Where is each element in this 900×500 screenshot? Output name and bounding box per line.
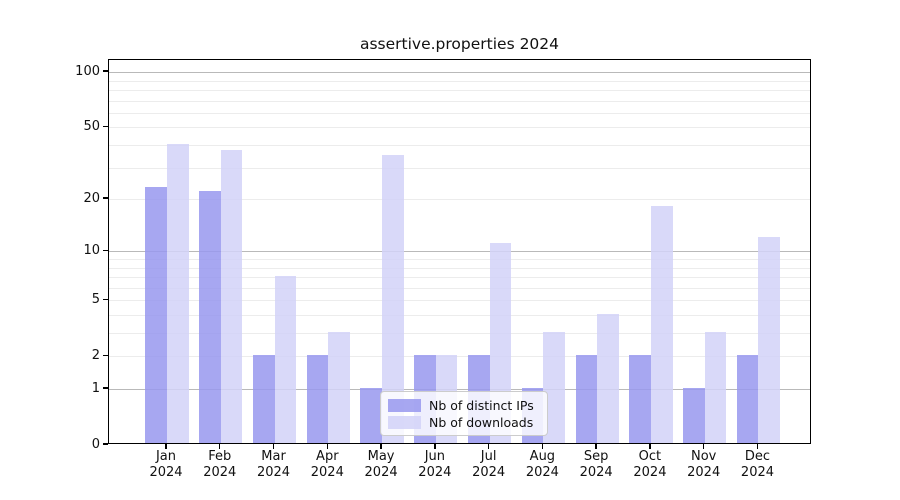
legend: Nb of distinct IPs Nb of downloads bbox=[380, 391, 548, 436]
y-tick-label-100: 100 bbox=[75, 63, 100, 79]
bar-downloads-sep bbox=[597, 314, 619, 443]
x-tick-label-jul: Jul 2024 bbox=[472, 449, 506, 480]
bar-distinct-ips-mar bbox=[252, 355, 275, 443]
y-tick-100 bbox=[103, 70, 108, 72]
chart-title: assertive.properties 2024 bbox=[359, 35, 560, 53]
bar-downloads-feb bbox=[220, 150, 243, 443]
x-tick-label-jan: Jan 2024 bbox=[149, 449, 183, 480]
plot-area bbox=[108, 59, 811, 444]
gridline-minor-9 bbox=[109, 259, 810, 260]
bar-downloads-mar bbox=[274, 276, 297, 443]
y-tick-1 bbox=[103, 387, 108, 389]
bar-downloads-aug bbox=[543, 332, 565, 443]
y-tick-0 bbox=[103, 443, 108, 445]
x-tick-sep bbox=[595, 444, 597, 449]
bar-downloads-oct bbox=[650, 206, 673, 443]
bar-distinct-ips-sep bbox=[575, 355, 598, 443]
legend-label-downloads: Nb of downloads bbox=[429, 414, 534, 430]
y-tick-label-2: 2 bbox=[91, 347, 100, 363]
legend-swatch-distinct-ips bbox=[388, 399, 421, 412]
bar-distinct-ips-nov bbox=[683, 388, 705, 443]
y-tick-label-1: 1 bbox=[91, 380, 100, 396]
x-tick-label-sep: Sep 2024 bbox=[579, 449, 613, 480]
gridline-minor-30 bbox=[109, 167, 810, 169]
y-tick-2 bbox=[103, 354, 108, 356]
x-tick-label-oct: Oct 2024 bbox=[633, 449, 667, 480]
gridline-minor-5 bbox=[109, 300, 810, 302]
gridline-minor-90 bbox=[109, 80, 810, 82]
y-tick-label-5: 5 bbox=[91, 291, 100, 307]
gridline-minor-2 bbox=[109, 356, 810, 358]
x-tick-jun bbox=[434, 444, 436, 449]
bar-downloads-may bbox=[382, 154, 404, 443]
x-tick-may bbox=[380, 444, 382, 449]
gridline-minor-70 bbox=[109, 100, 810, 102]
bar-distinct-ips-apr bbox=[306, 355, 329, 443]
bar-downloads-dec bbox=[758, 236, 781, 443]
y-tick-label-10: 10 bbox=[83, 242, 100, 258]
x-tick-label-feb: Feb 2024 bbox=[203, 449, 237, 480]
gridline-major-100 bbox=[109, 72, 810, 74]
gridline-major-10 bbox=[109, 251, 810, 253]
x-tick-aug bbox=[541, 444, 544, 449]
x-tick-label-apr: Apr 2024 bbox=[310, 449, 344, 480]
y-tick-50 bbox=[103, 125, 108, 128]
gridline-minor-4 bbox=[109, 314, 810, 316]
x-tick-dec bbox=[756, 444, 759, 449]
gridline-minor-7 bbox=[109, 277, 810, 279]
gridline-minor-40 bbox=[109, 145, 810, 147]
x-tick-jul bbox=[487, 444, 490, 449]
y-tick-20 bbox=[103, 197, 108, 199]
bar-downloads-apr bbox=[328, 332, 350, 443]
bar-distinct-ips-jan bbox=[145, 187, 167, 443]
gridline-major-1 bbox=[109, 389, 810, 390]
bar-distinct-ips-may bbox=[360, 388, 383, 443]
legend-item-distinct-ips: Nb of distinct IPs bbox=[388, 397, 540, 414]
x-tick-label-dec: Dec 2024 bbox=[740, 449, 775, 480]
y-tick-10 bbox=[103, 249, 108, 251]
x-tick-jan bbox=[165, 444, 167, 449]
legend-label-distinct-ips: Nb of distinct IPs bbox=[429, 397, 534, 413]
x-tick-mar bbox=[272, 444, 275, 449]
gridline-minor-6 bbox=[109, 287, 810, 289]
y-tick-label-0: 0 bbox=[91, 436, 100, 452]
x-tick-label-jun: Jun 2024 bbox=[418, 449, 452, 480]
bar-distinct-ips-feb bbox=[199, 190, 221, 443]
legend-swatch-downloads bbox=[388, 416, 421, 429]
x-tick-oct bbox=[649, 444, 651, 449]
y-tick-5 bbox=[103, 298, 108, 300]
y-tick-label-20: 20 bbox=[83, 190, 100, 206]
bar-distinct-ips-dec bbox=[736, 355, 759, 443]
x-tick-feb bbox=[219, 444, 221, 449]
gridline-minor-20 bbox=[109, 199, 810, 201]
gridline-minor-8 bbox=[109, 267, 810, 269]
x-tick-label-may: May 2024 bbox=[364, 449, 398, 480]
bar-downloads-jan bbox=[167, 144, 189, 443]
x-tick-label-nov: Nov 2024 bbox=[687, 449, 721, 480]
gridline-minor-3 bbox=[109, 333, 810, 335]
bar-downloads-nov bbox=[704, 332, 727, 443]
gridline-minor-50 bbox=[109, 127, 810, 129]
bar-distinct-ips-oct bbox=[629, 355, 651, 443]
x-tick-nov bbox=[703, 444, 705, 449]
x-tick-apr bbox=[326, 444, 328, 449]
x-tick-label-aug: Aug 2024 bbox=[525, 449, 559, 480]
y-tick-label-50: 50 bbox=[83, 118, 100, 134]
gridline-minor-60 bbox=[109, 112, 810, 114]
x-tick-label-mar: Mar 2024 bbox=[256, 449, 291, 480]
gridline-minor-80 bbox=[109, 90, 810, 92]
legend-item-downloads: Nb of downloads bbox=[388, 414, 540, 431]
